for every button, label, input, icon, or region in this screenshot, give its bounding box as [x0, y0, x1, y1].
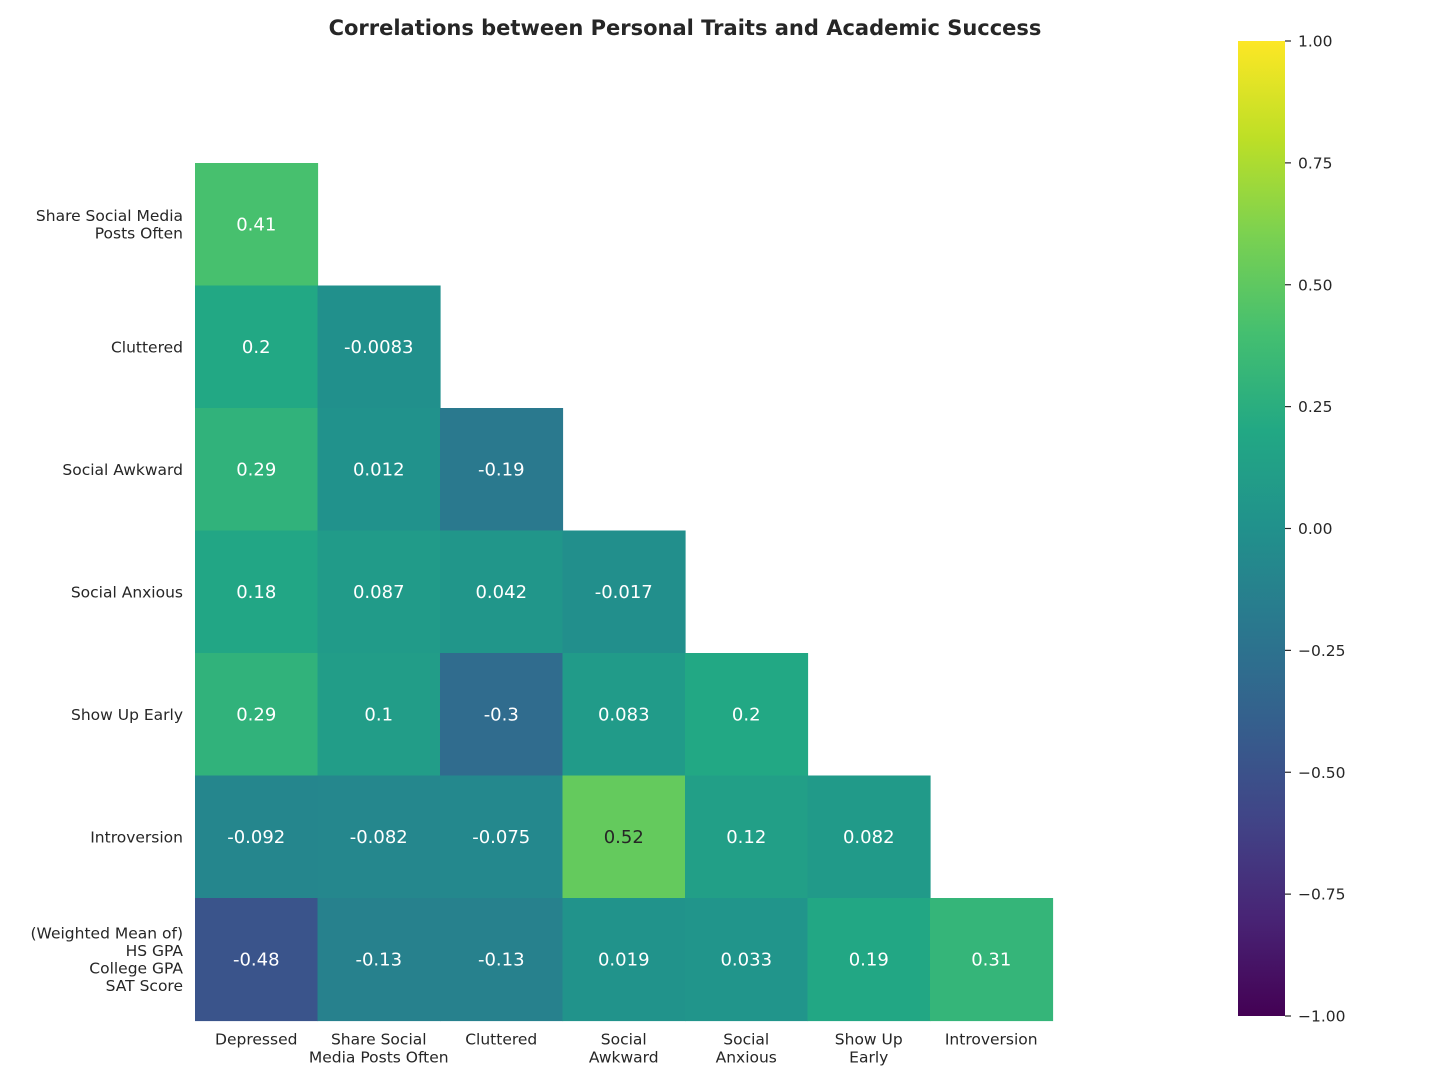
column-label: Cluttered: [465, 1031, 537, 1049]
heatmap-cell: [440, 530, 564, 654]
heatmap-cell: [195, 530, 319, 654]
cell-value-label: 0.52: [604, 827, 644, 848]
heatmap-cell: [440, 653, 564, 777]
cell-value-label: -0.13: [355, 949, 402, 970]
colorbar-tick-label: −0.50: [1298, 764, 1346, 782]
heatmap-cell: [317, 775, 441, 899]
heatmap-cell: [195, 285, 319, 409]
colorbar: 1.00 0.75 0.50 0.25 0.00 −0.25 −0.50 −0.75 −1.00: [1238, 33, 1346, 1026]
column-label: Depressed: [215, 1031, 297, 1049]
row-label: Cluttered: [111, 338, 183, 356]
heatmap-cell: [930, 898, 1054, 1022]
chart-title: Correlations between Personal Traits and…: [329, 16, 1042, 40]
heatmap-cell: [195, 163, 319, 287]
heatmap-cell: [562, 653, 686, 777]
cell-value-label: -0.3: [484, 704, 519, 725]
cell-value-label: 0.18: [236, 582, 276, 603]
heatmap-cell: [317, 285, 441, 409]
column-label: Show Up Early: [835, 1031, 903, 1067]
colorbar-tick-label: −1.00: [1298, 1008, 1346, 1026]
cell-value-label: 0.12: [726, 827, 766, 848]
row-label: Share Social Media Posts Often: [36, 207, 183, 243]
heatmap-cell: [685, 898, 809, 1022]
cell-value-label: 0.19: [849, 949, 889, 970]
colorbar-tick-label: 1.00: [1298, 33, 1333, 51]
column-label: Share Social Media Posts Often: [309, 1031, 449, 1067]
heatmap-cell: [317, 653, 441, 777]
heatmap-cell: [562, 530, 686, 654]
heatmap-cell: [807, 898, 931, 1022]
cell-value-label: -0.19: [478, 459, 525, 480]
heatmap-cell: [562, 775, 686, 899]
cell-value-label: 0.31: [971, 949, 1011, 970]
heatmap-cell: [317, 408, 441, 532]
cell-value-label: 0.29: [236, 459, 276, 480]
heatmap-cell: [195, 653, 319, 777]
heatmap-cell: [317, 530, 441, 654]
heatmap-cell: [195, 898, 319, 1022]
heatmap-cell: [440, 775, 564, 899]
colorbar-tick-label: 0.75: [1298, 154, 1333, 172]
cell-value-label: -0.13: [478, 949, 525, 970]
column-label: Introversion: [945, 1031, 1038, 1049]
cell-value-label: 0.012: [353, 459, 405, 480]
colorbar-tick-label: 0.50: [1298, 276, 1333, 294]
heatmap-cell: [807, 775, 931, 899]
cell-value-label: 0.019: [598, 949, 650, 970]
column-label: Social Anxious: [716, 1031, 777, 1067]
colorbar-gradient: [1238, 41, 1285, 1016]
heatmap-cell: [317, 898, 441, 1022]
colorbar-tick-label: 0.25: [1298, 398, 1333, 416]
row-label: Introversion: [90, 828, 183, 846]
row-label: Social Anxious: [71, 583, 183, 601]
cell-value-label: -0.0083: [344, 337, 413, 358]
heatmap-cell: [195, 408, 319, 532]
row-labels: Share Social Media Posts Often Cluttered So…: [31, 207, 184, 995]
cell-value-label: -0.075: [472, 827, 530, 848]
cell-value-label: 0.41: [236, 214, 276, 235]
colorbar-tick-label: −0.25: [1298, 642, 1346, 660]
column-label: Social Awkward: [589, 1031, 659, 1067]
heatmap-cell: [685, 775, 809, 899]
cell-value-label: -0.017: [595, 582, 653, 603]
cell-value-label: 0.1: [364, 704, 393, 725]
cell-value-label: 0.2: [732, 704, 761, 725]
cell-value-label: 0.083: [598, 704, 650, 725]
cell-value-label: 0.042: [475, 582, 527, 603]
cell-value-label: -0.48: [233, 949, 280, 970]
heatmap-cells: 0.41 0.2 -0.0083 0.29 0.012 -0.19 0.18 0.087 0.0…: [195, 163, 1054, 1022]
cell-value-label: 0.082: [843, 827, 895, 848]
heatmap-cell: [685, 653, 809, 777]
colorbar-tick-label: −0.75: [1298, 886, 1346, 904]
heatmap-cell: [195, 775, 319, 899]
column-labels: Depressed Share Social Media Posts Often Cl…: [215, 1031, 1038, 1067]
row-label: (Weighted Mean of) HS GPA College GPA SAT S…: [31, 925, 184, 996]
colorbar-tick-label: 0.00: [1298, 520, 1333, 538]
heatmap-cell: [562, 898, 686, 1022]
cell-value-label: 0.087: [353, 582, 405, 603]
cell-value-label: 0.29: [236, 704, 276, 725]
heatmap-cell: [440, 408, 564, 532]
heatmap-cell: [440, 898, 564, 1022]
cell-value-label: 0.2: [242, 337, 271, 358]
cell-value-label: -0.092: [227, 827, 285, 848]
row-label: Social Awkward: [62, 461, 183, 479]
cell-value-label: -0.082: [350, 827, 408, 848]
row-label: Show Up Early: [71, 706, 183, 724]
cell-value-label: 0.033: [720, 949, 772, 970]
